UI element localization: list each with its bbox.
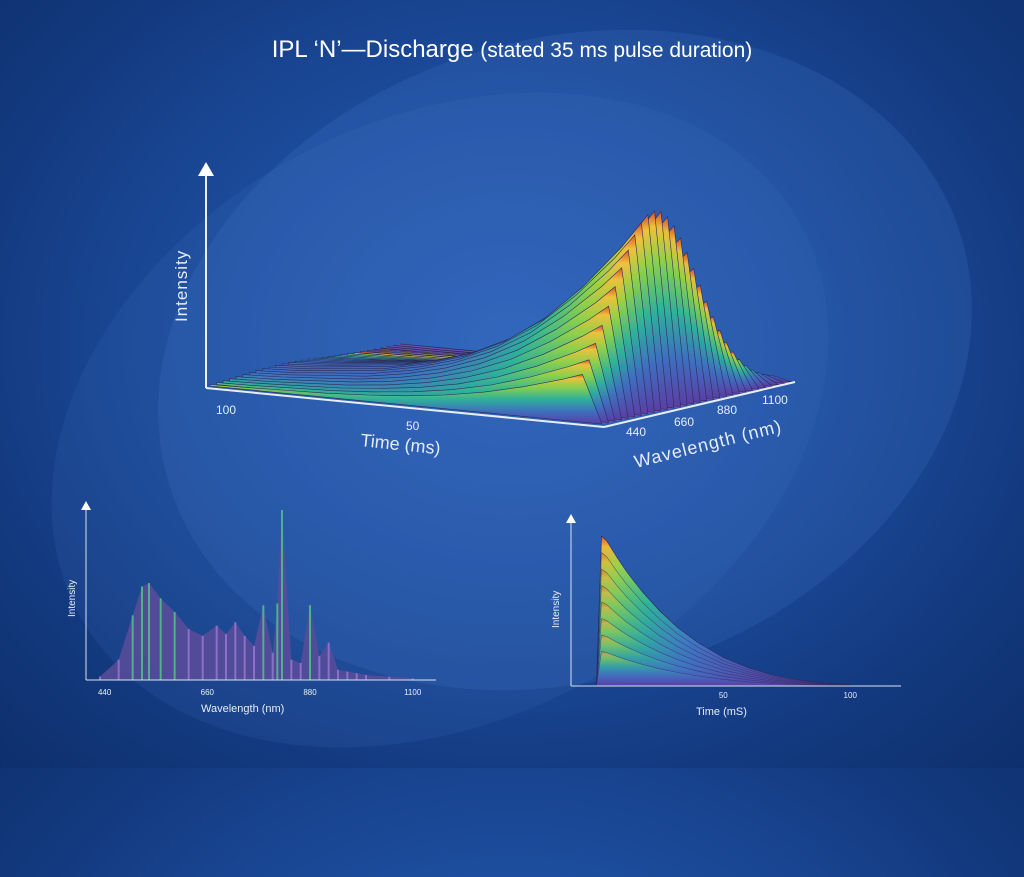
time-tick-label: 100 [216, 403, 236, 417]
spectrum-tick-labels: 440 660 880 1100 [98, 688, 422, 697]
wavelength-tick-label: 880 [717, 403, 737, 417]
intensity-axis-label: Intensity [67, 580, 78, 617]
wavelength-axis-label: Wavelength (nm) [201, 703, 284, 715]
wavelength-tick-label: 1100 [762, 393, 788, 407]
surface-plot [209, 210, 793, 425]
title-subtitle: (stated 35 ms pulse duration) [480, 39, 753, 62]
time-tick-label: 50 [406, 419, 420, 433]
intensity-axis-arrow [198, 162, 214, 176]
wavelength-tick-label: 660 [201, 688, 215, 697]
intensity-axis-label: Intensity [551, 591, 562, 628]
intensity-axis-label: Intensity [172, 250, 191, 322]
wavelength-axis-label: Wavelength (nm) [632, 416, 784, 472]
spectrum-plot [99, 510, 414, 680]
title-main: IPL ‘N’—Discharge [271, 36, 474, 63]
decay-slice [596, 651, 851, 687]
spectrum-chart: Intensity 440 660 880 1100 Wavelength (nm) [67, 501, 436, 715]
time-axis-label: Time (mS) [696, 706, 747, 718]
wavelength-tick-label: 440 [626, 425, 646, 439]
time-axis-label: Time (ms) [360, 430, 442, 458]
spectral-surface-chart: Intensity 100 50 Time (ms) 440 660 880 1… [172, 162, 796, 472]
wavelength-tick-label: 1100 [404, 688, 422, 697]
decay-tick-labels: 50 100 [719, 691, 858, 700]
intensity-axis-arrow [566, 514, 576, 523]
surface-slice [209, 374, 603, 425]
time-tick-label: 50 [719, 691, 728, 700]
wavelength-axis [603, 381, 796, 428]
time-tick-label: 100 [844, 691, 858, 700]
wavelength-tick-label: 440 [98, 688, 112, 697]
intensity-axis-arrow [81, 501, 91, 510]
time-axis [205, 387, 605, 428]
decay-plot [596, 535, 851, 687]
decay-chart: Intensity 50 100 Time (mS) [551, 514, 901, 718]
wavelength-tick-label: 880 [303, 688, 317, 697]
slide-title: IPL ‘N’—Discharge (stated 35 ms pulse du… [0, 36, 1024, 64]
spectrum-area [100, 510, 413, 680]
wavelength-tick-label: 660 [674, 415, 694, 429]
